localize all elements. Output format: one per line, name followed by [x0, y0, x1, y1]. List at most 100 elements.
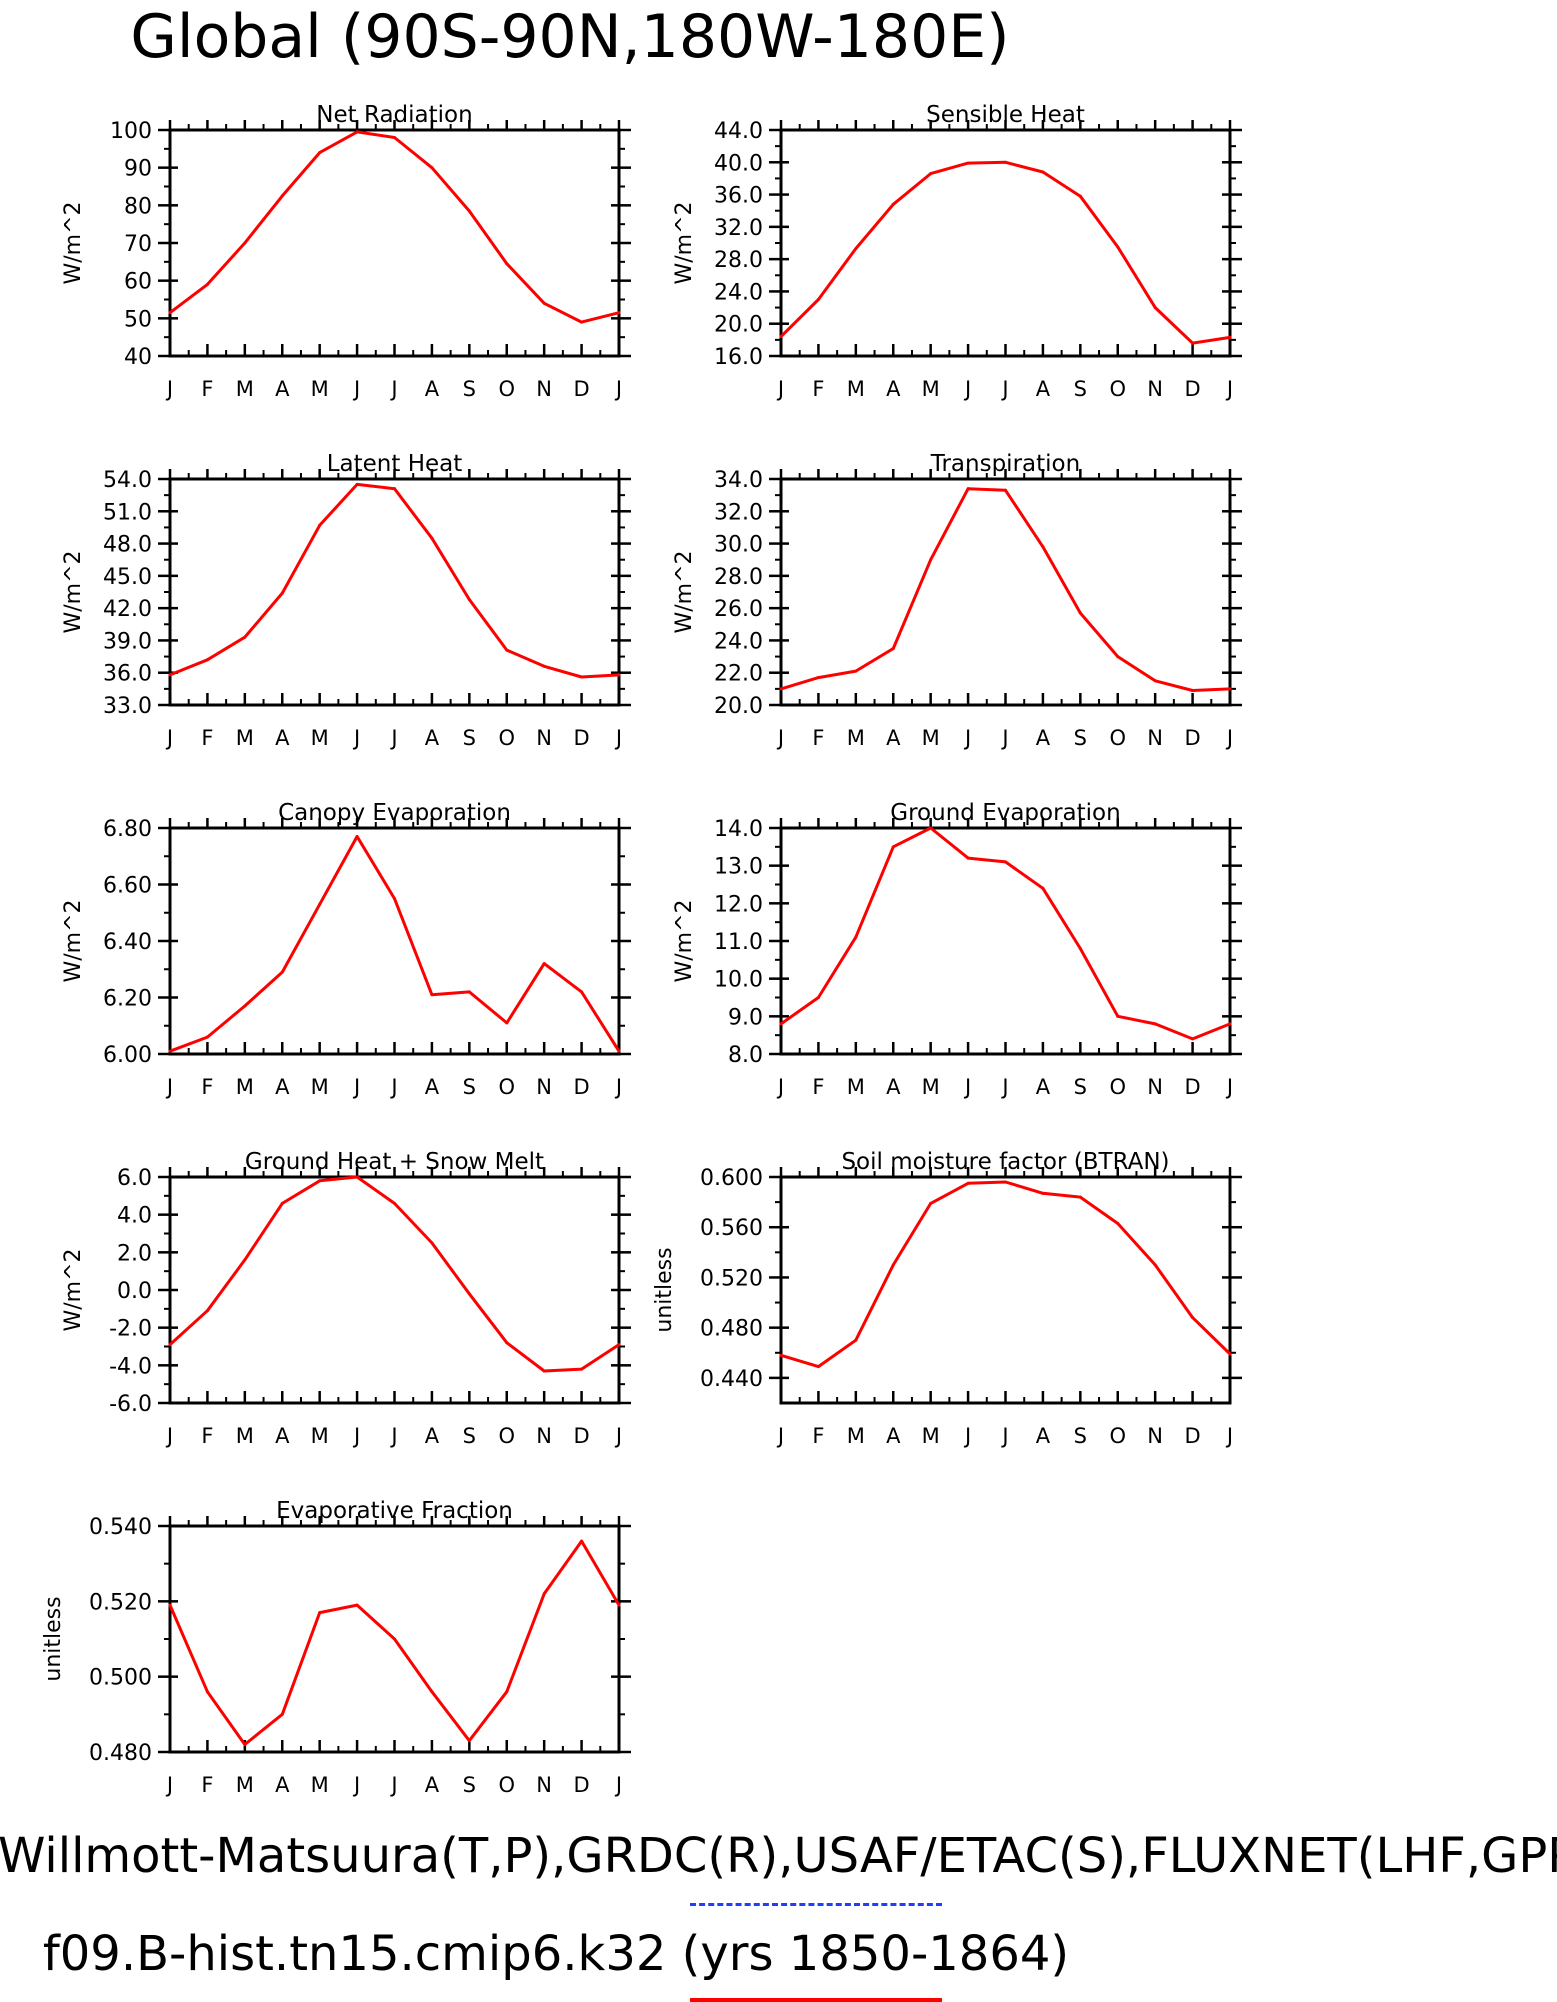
data-point — [467, 990, 471, 994]
data-point — [318, 151, 322, 155]
x-tick-label: J — [352, 726, 360, 750]
chart-panel-7: J F M A M J J A S O N D J-6.0-4.0-2.00.02.04.06.0Gro… — [61, 1149, 631, 1448]
x-tick-label: J — [352, 1424, 360, 1448]
x-tick-label: A — [886, 377, 901, 401]
chart-panel-4: J F M A M J J A S O N D J20.022.024.026.028.030.032.… — [672, 451, 1242, 750]
x-tick-label: J — [165, 377, 173, 401]
data-point — [966, 1181, 970, 1185]
x-tick-label: D — [1184, 726, 1200, 750]
x-tick-label: D — [1184, 1075, 1200, 1099]
x-tick-label: J — [614, 1424, 622, 1448]
x-tick-label: M — [922, 377, 940, 401]
data-point — [168, 1049, 172, 1053]
data-point — [929, 826, 933, 830]
x-tick-label: S — [463, 377, 476, 401]
x-tick-label: N — [1147, 1075, 1163, 1099]
chart-panel-5: J F M A M J J A S O N D J6.006.206.406.606.80Canopy … — [61, 800, 631, 1099]
data-point — [393, 136, 396, 140]
y-tick-label: 30.0 — [714, 533, 763, 558]
data-point — [1078, 1195, 1082, 1199]
data-point — [1004, 160, 1007, 164]
y-tick-label: 40.0 — [714, 151, 763, 176]
x-tick-label: J — [1225, 377, 1233, 401]
data-point — [430, 536, 434, 540]
plot-frame — [168, 826, 621, 1056]
x-tick-label: M — [847, 377, 865, 401]
chart-panel-9: J F M A M J J A S O N D J0.4800.5000.5200.540Evapora… — [41, 1498, 631, 1797]
x-tick-label: J — [389, 377, 397, 401]
y-tick-label: 48.0 — [103, 533, 152, 558]
data-point — [779, 1022, 783, 1026]
data-point — [430, 166, 434, 170]
x-tick-label: A — [425, 1773, 440, 1797]
y-tick-label: 0.600 — [700, 1166, 763, 1191]
data-point — [966, 856, 970, 860]
data-point — [393, 487, 396, 491]
x-tick-label: F — [812, 377, 824, 401]
data-point — [168, 311, 172, 315]
chart-title: Evaporative Fraction — [276, 1498, 513, 1524]
x-tick-label: J — [963, 1424, 971, 1448]
data-point — [891, 1263, 895, 1267]
y-tick-label: 80 — [124, 194, 152, 219]
data-point — [1228, 1022, 1232, 1026]
model-series-line — [780, 1180, 1232, 1369]
data-point — [168, 673, 172, 677]
data-point — [1078, 947, 1082, 951]
x-tick-label: J — [963, 377, 971, 401]
x-tick-label: N — [1147, 726, 1163, 750]
y-tick-label: 12.0 — [714, 892, 763, 917]
chart-title: Canopy Evaporation — [278, 800, 511, 826]
y-tick-label: 39.0 — [103, 629, 152, 654]
data-point — [1228, 687, 1232, 691]
y-tick-label: 22.0 — [714, 662, 763, 687]
x-tick-label: J — [776, 377, 784, 401]
x-tick-label: J — [389, 1424, 397, 1448]
data-point — [617, 1343, 621, 1347]
data-point — [1041, 545, 1045, 549]
chart-title: Latent Heat — [327, 451, 463, 477]
x-tick-label: J — [776, 1075, 784, 1099]
data-point — [393, 1637, 396, 1641]
data-point — [243, 241, 247, 245]
data-point — [467, 1292, 471, 1296]
data-point — [1191, 1037, 1195, 1041]
data-point — [505, 262, 509, 266]
plot-frame — [779, 128, 1232, 358]
x-tick-label: S — [463, 1075, 476, 1099]
y-tick-label: 36.0 — [714, 184, 763, 209]
y-tick-label: 26.0 — [714, 597, 763, 622]
data-point — [617, 1049, 621, 1053]
y-tick-label: 0.540 — [89, 1515, 152, 1540]
data-point — [280, 970, 284, 974]
plot-frame — [168, 128, 621, 358]
x-tick-label: A — [425, 1424, 440, 1448]
data-point — [430, 1241, 434, 1245]
data-point — [1191, 341, 1195, 345]
data-point — [505, 1021, 509, 1025]
data-point — [467, 598, 471, 602]
x-tick-label: A — [275, 1773, 290, 1797]
x-tick-label: S — [463, 726, 476, 750]
data-point — [1116, 655, 1120, 659]
x-tick-label: S — [1074, 1424, 1087, 1448]
x-tick-label: M — [236, 1424, 254, 1448]
data-point — [891, 845, 895, 849]
data-point — [243, 1258, 247, 1262]
chart-panel-3: J F M A M J J A S O N D J33.036.039.042.045.048.051.… — [61, 451, 631, 750]
data-point — [505, 1341, 509, 1345]
page-title: Global (90S-90N,180W-180E) — [130, 2, 1010, 72]
plot-frame — [168, 1175, 621, 1405]
data-point — [168, 1603, 172, 1607]
x-tick-label: F — [201, 1773, 213, 1797]
x-tick-label: O — [498, 377, 515, 401]
y-tick-label: 42.0 — [103, 597, 152, 622]
x-tick-label: O — [498, 1773, 515, 1797]
data-point — [1004, 1180, 1007, 1184]
data-point — [779, 335, 783, 339]
x-tick-label: J — [352, 1075, 360, 1099]
model-series-line — [168, 1175, 620, 1373]
data-point — [854, 935, 858, 939]
y-tick-label: -6.0 — [109, 1392, 152, 1417]
